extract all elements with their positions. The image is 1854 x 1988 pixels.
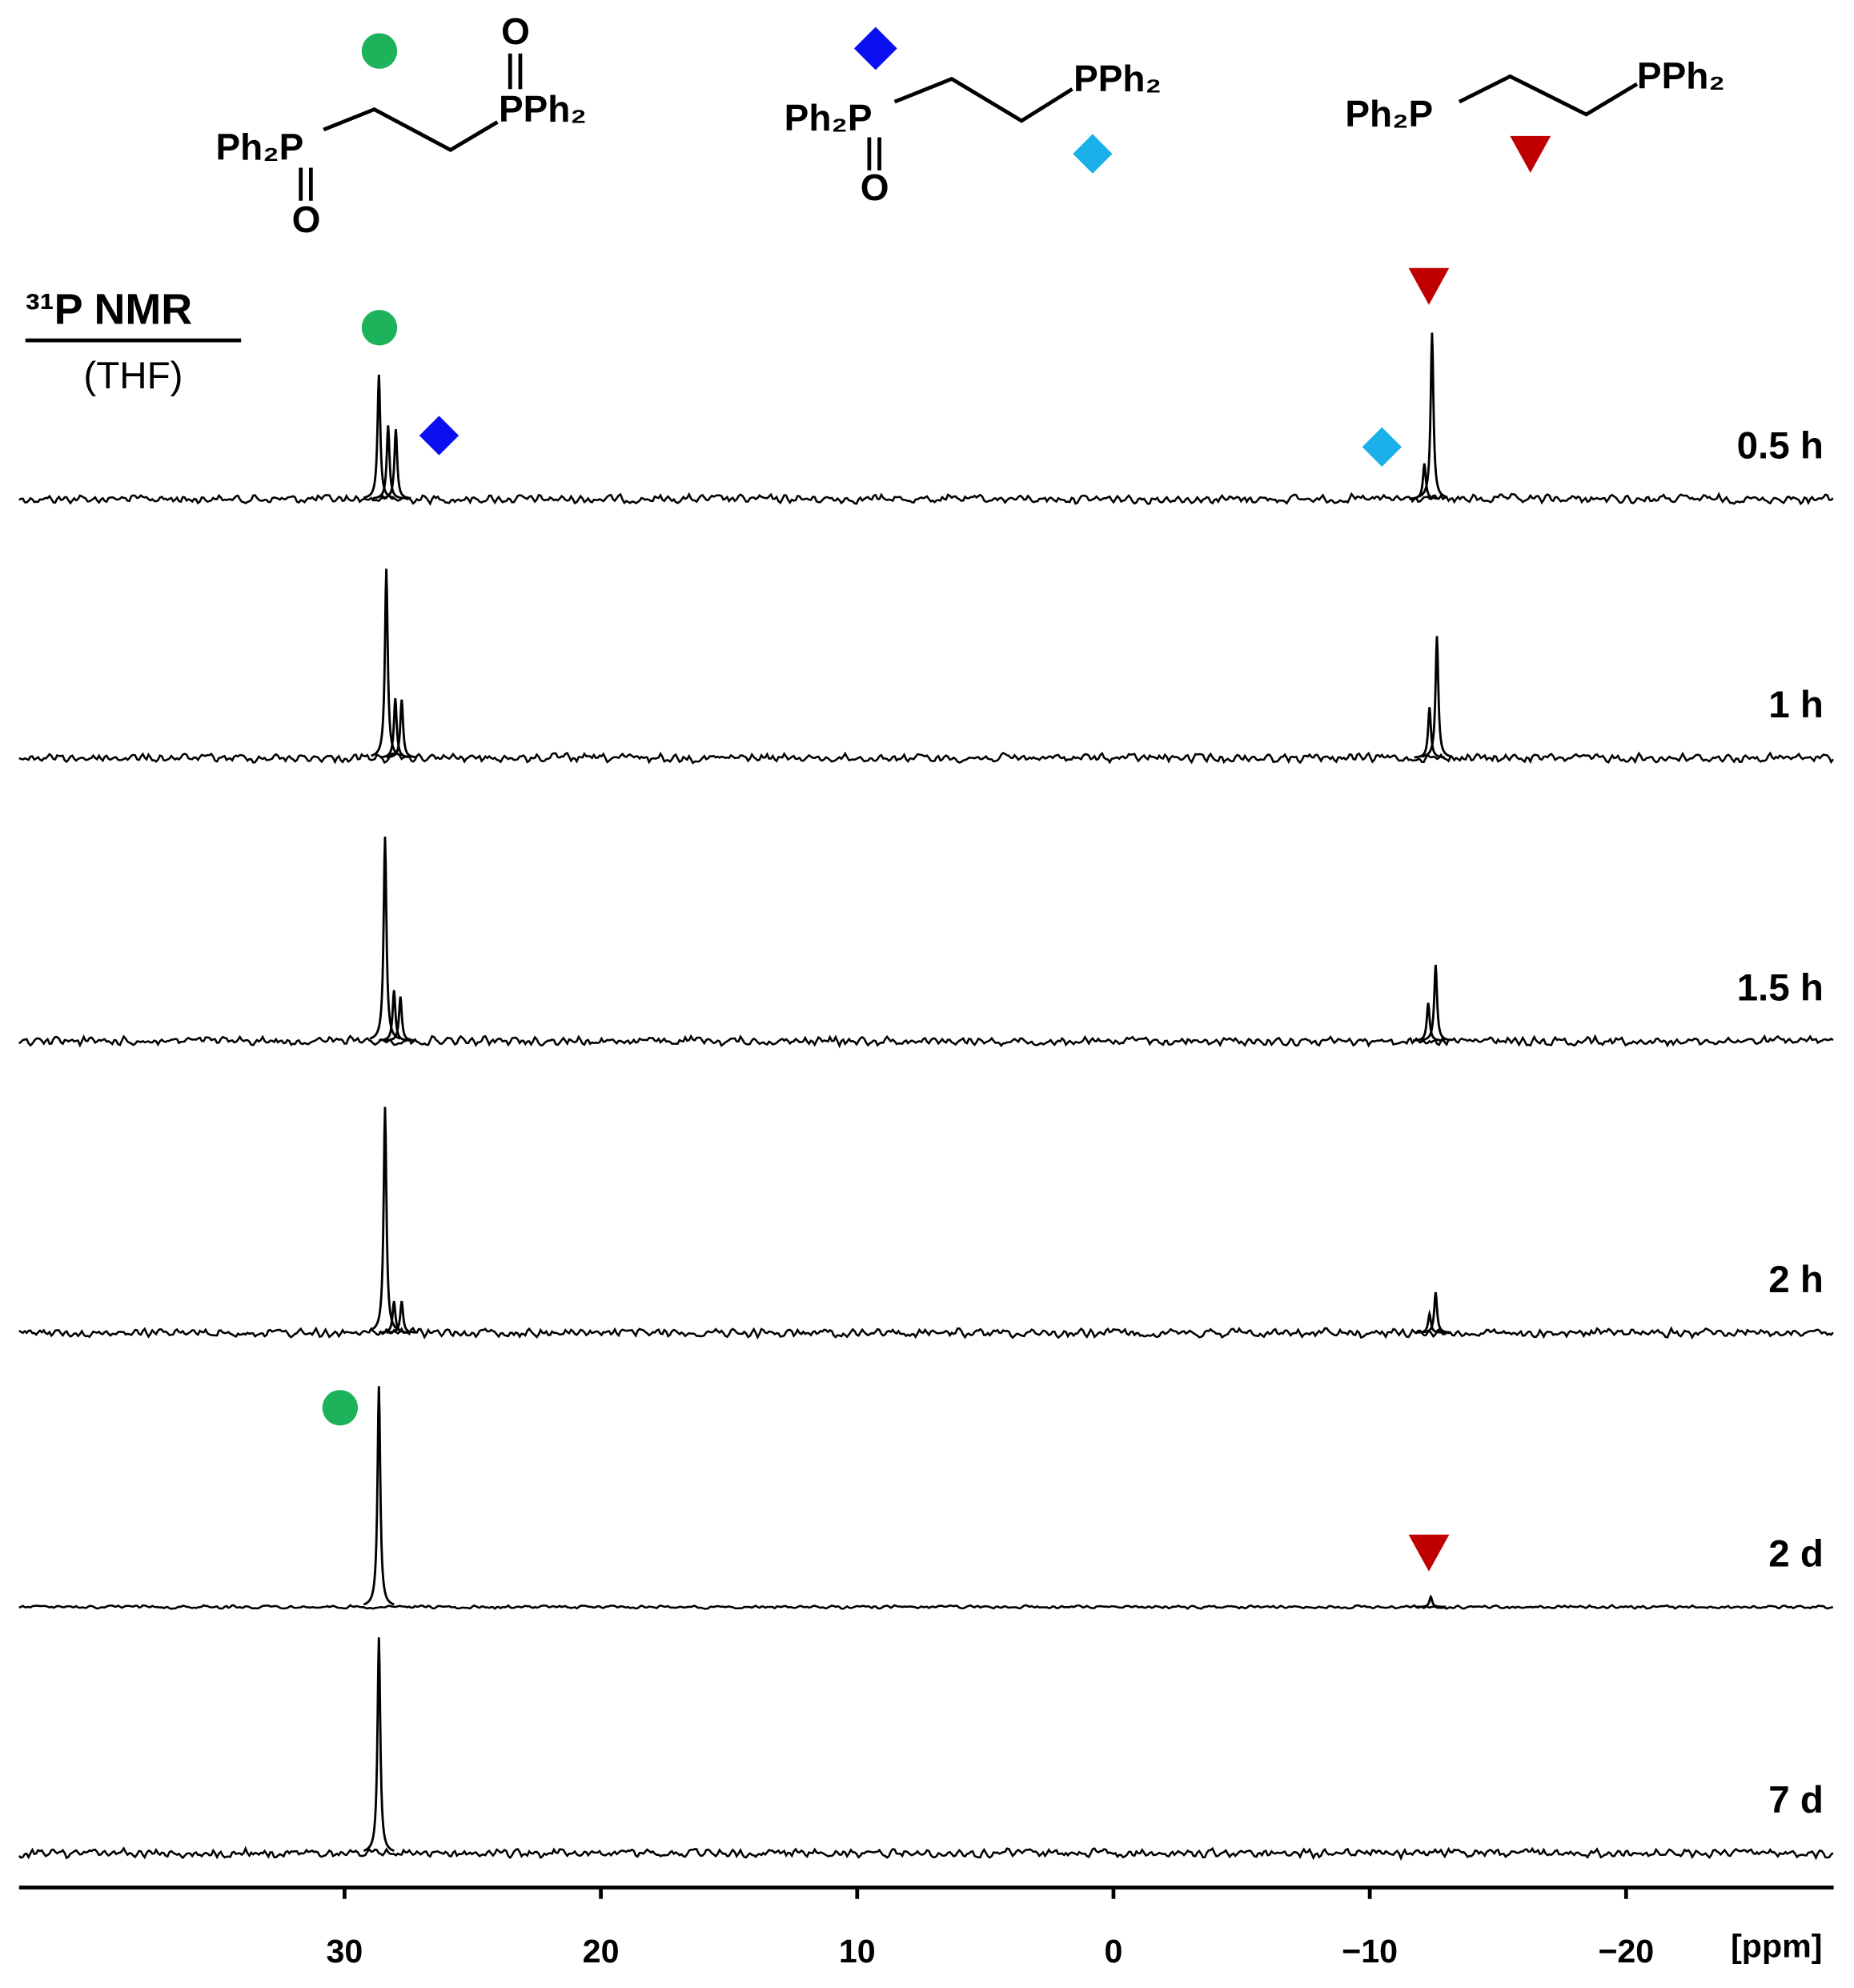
spectrum-baseline [18, 1604, 1834, 1610]
marker-triangle [1408, 1534, 1450, 1572]
structure-3: Ph₂P PPh₂ [1345, 55, 1725, 173]
bond [893, 76, 1073, 123]
bond [299, 167, 313, 201]
structure-label: O [292, 199, 321, 240]
peak [1414, 707, 1445, 759]
x-tick-label: 30 [326, 1933, 363, 1970]
peak [1420, 1291, 1451, 1334]
peak [379, 1300, 410, 1334]
peak [380, 428, 411, 500]
marker-circle [322, 1390, 359, 1426]
structure-label: Ph₂P [785, 97, 873, 139]
structure-label: PPh₂ [1637, 55, 1725, 97]
structure-label: O [501, 10, 530, 52]
peak [1414, 1309, 1445, 1334]
spectrum-baseline [18, 1034, 1834, 1049]
spectrum-baseline [18, 1326, 1834, 1340]
series-label: 0.5 h [1737, 424, 1824, 467]
structure-label: PPh₂ [1073, 58, 1162, 99]
spectrum-baseline [18, 1845, 1834, 1861]
peak [369, 1106, 401, 1331]
x-axis-label: [ppm] [1731, 1927, 1822, 1964]
peak [379, 698, 411, 759]
spectrum-baseline [18, 492, 1834, 506]
peak [1409, 463, 1440, 500]
series-label: 2 h [1768, 1259, 1824, 1301]
peak [1420, 964, 1451, 1042]
peak [1415, 1594, 1447, 1608]
structure-label: Ph₂P [1345, 93, 1433, 135]
peak [1421, 636, 1453, 758]
peak [379, 990, 410, 1042]
peak [386, 1300, 417, 1334]
chart-title: ³¹P NMR [26, 285, 193, 333]
x-tick-label: 10 [839, 1933, 876, 1970]
marker-diamond [419, 416, 459, 456]
series-label: 1.5 h [1737, 966, 1824, 1009]
peak [363, 1637, 395, 1852]
peak [1416, 332, 1448, 499]
x-tick-label: 0 [1104, 1933, 1122, 1970]
spectrum-baseline [18, 751, 1834, 765]
chart-subtitle: (THF) [83, 355, 183, 397]
peak [385, 996, 416, 1042]
structure-label: PPh₂ [499, 88, 587, 130]
marker-circle [361, 33, 398, 69]
peak [372, 425, 404, 500]
series-label: 7 d [1768, 1779, 1824, 1821]
structure-1: Ph₂P O PPh₂ O [215, 10, 586, 240]
bond [867, 137, 881, 171]
x-tick-label: −10 [1342, 1933, 1398, 1970]
peak [1413, 1002, 1444, 1042]
marker-circle [361, 310, 398, 346]
bond [1458, 74, 1639, 117]
x-tick-label: −20 [1598, 1933, 1654, 1970]
series-label: 2 d [1768, 1532, 1824, 1575]
peak [386, 699, 417, 759]
bond [323, 106, 499, 153]
peak [363, 1386, 395, 1606]
x-tick-label: 20 [583, 1933, 620, 1970]
marker-triangle [1510, 135, 1551, 173]
marker-triangle [1408, 267, 1450, 305]
bond [508, 53, 523, 90]
structure-label: Ph₂P [215, 126, 303, 167]
structure-label: O [861, 167, 889, 208]
series-label: 1 h [1768, 684, 1824, 726]
